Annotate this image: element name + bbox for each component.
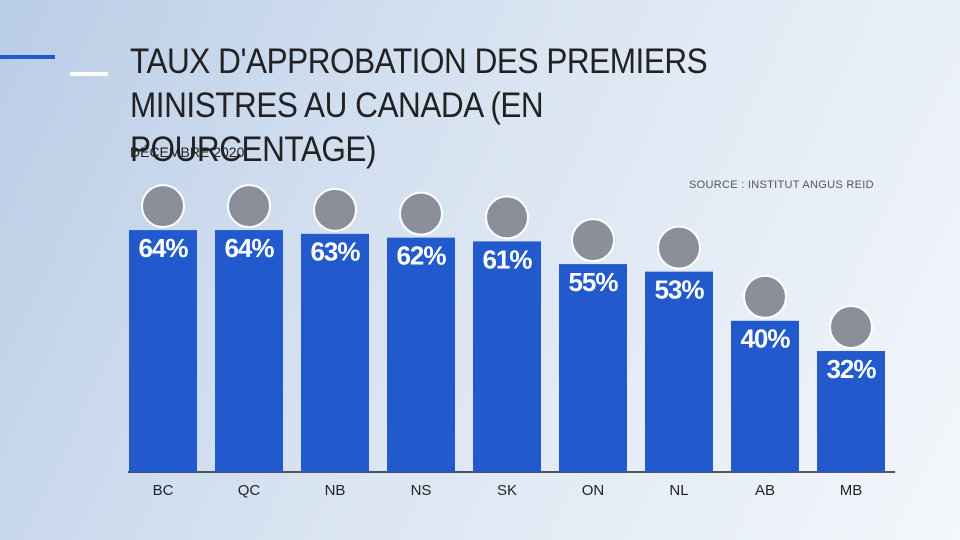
x-tick-label: MB <box>840 482 863 499</box>
x-tick-label: BC <box>153 482 174 499</box>
bar <box>215 230 283 472</box>
bar <box>301 233 369 472</box>
bar <box>559 264 627 472</box>
portrait <box>227 184 271 229</box>
portrait <box>141 184 185 229</box>
value-label: 32% <box>826 354 876 384</box>
value-label: 53% <box>654 275 704 305</box>
x-tick-label: SK <box>497 482 517 499</box>
x-tick-label: QC <box>238 482 261 499</box>
bar <box>129 230 197 472</box>
source-note: SOURCE : INSTITUT ANGUS REID <box>689 179 874 191</box>
bar <box>731 320 799 472</box>
portrait <box>657 225 701 270</box>
value-label: 40% <box>740 324 790 354</box>
value-label: 64% <box>138 233 188 263</box>
portrait <box>571 218 615 263</box>
portrait <box>485 195 529 240</box>
portrait <box>829 305 873 350</box>
bar <box>645 271 713 472</box>
chart-subtitle: DÉCEMBRE 2020 <box>130 144 245 160</box>
portrait <box>743 274 787 319</box>
value-label: 63% <box>310 237 360 267</box>
portrait <box>313 187 357 232</box>
value-label: 55% <box>568 267 618 297</box>
bar <box>817 351 885 472</box>
x-tick-label: NL <box>669 482 688 499</box>
bar <box>473 241 541 472</box>
value-label: 64% <box>224 233 274 263</box>
x-tick-label: AB <box>755 482 775 499</box>
x-tick-label: ON <box>582 482 605 499</box>
value-label: 62% <box>396 241 446 271</box>
x-tick-label: NB <box>325 482 346 499</box>
x-tick-label: NS <box>411 482 432 499</box>
bar <box>387 237 455 472</box>
chart-title: TAUX D'APPROBATION DES PREMIERS MINISTRE… <box>130 42 708 169</box>
value-label: 61% <box>482 244 532 274</box>
portrait <box>399 191 443 236</box>
